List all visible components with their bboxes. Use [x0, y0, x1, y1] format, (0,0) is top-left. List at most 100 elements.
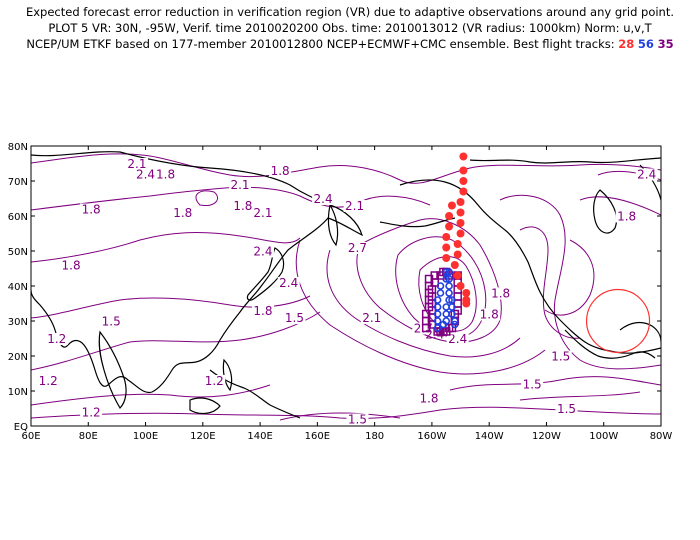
contour-label: 1.2 [47, 332, 66, 346]
track-56-point [445, 282, 453, 290]
contour-label-bg [418, 392, 441, 405]
lat-label: 20N [8, 352, 28, 363]
contour-label: 1.8 [62, 259, 81, 273]
lat-label: 50N [8, 247, 28, 258]
contour-label: 1.8 [253, 304, 272, 318]
contour-label-bg [283, 312, 306, 324]
contour-line [31, 311, 321, 371]
contour-label: 2.4 [637, 168, 656, 182]
track-28-point [442, 233, 451, 241]
track-a-count: 28 [618, 37, 635, 51]
track-35-point [427, 320, 437, 329]
track-56-point [445, 275, 453, 283]
track-28-point [456, 208, 465, 217]
contour-label: 2.1 [253, 206, 272, 220]
lon-label: 140E [247, 431, 272, 442]
track-28-point [442, 243, 451, 252]
contour-label: 1.8 [271, 164, 290, 178]
track-56-point [436, 289, 445, 297]
track-56-point [433, 310, 442, 318]
contour-line [519, 226, 581, 339]
flight-track-56 [433, 268, 459, 332]
contour-label-bg [45, 333, 68, 345]
contour-label-bg [615, 210, 638, 223]
contour-label: 1.8 [617, 210, 636, 224]
header-line-1: Expected forecast error reduction in ver… [25, 5, 675, 19]
contour-label-bg [80, 203, 103, 216]
coastline-canada-north [469, 157, 661, 164]
lat-label: EQ [14, 422, 28, 433]
track-28-point [456, 198, 465, 206]
coastline-aleutians [379, 217, 456, 228]
track-28-point [453, 250, 462, 259]
track-56-point [442, 268, 451, 276]
track-56-point [436, 282, 445, 290]
contour-label: 1.8 [156, 168, 175, 182]
track-28-point [459, 166, 468, 175]
contour-label-bg [489, 287, 512, 300]
contour-label: 1.5 [285, 311, 304, 325]
track-56-point [451, 320, 459, 329]
lon-label: 100W [589, 431, 618, 442]
verification-region-circle [585, 288, 651, 354]
track-56-point [445, 296, 453, 304]
contour-line [519, 391, 641, 401]
map-content: 2.12.12.4 2.11.81.81.82.72.42.41.82.11.81… [31, 133, 661, 427]
contour-label: 2.4 [279, 276, 298, 290]
lon-label: 160W [417, 431, 446, 442]
contour-label-bg [125, 158, 148, 170]
contour-label-bg [269, 165, 292, 177]
contour-label: 1.8 [437, 133, 456, 147]
track-56-point [442, 275, 451, 283]
contour-label: 1.5 [348, 413, 367, 427]
contour-line [31, 384, 271, 406]
contour-label: 2.7 [348, 241, 367, 255]
track-28-point [453, 240, 462, 248]
coastline-greenland [639, 164, 661, 201]
track-b-count: 56 [637, 37, 654, 51]
track-28-point [459, 177, 468, 185]
coastline-asia [31, 151, 363, 394]
contour-label: 2.4 [314, 192, 333, 206]
track-28-point [442, 254, 451, 262]
lon-label: 180 [365, 431, 384, 442]
contour-label-bg [60, 259, 83, 272]
contour-label-bg [100, 315, 123, 328]
contour-line [544, 239, 595, 316]
contour-line [195, 190, 218, 207]
coastline-kamchatka [327, 203, 339, 247]
contour-label-bg [80, 406, 103, 419]
track-56-point [439, 320, 448, 329]
contour-label-bg [251, 305, 274, 317]
contour-label: 1.2 [39, 374, 58, 388]
track-28-point [456, 282, 465, 290]
contour-label-bg [549, 350, 572, 363]
coastline-gulf [619, 321, 661, 343]
contour-label-bg [346, 242, 369, 254]
contour-label-bg [37, 375, 60, 387]
coastlines [31, 151, 661, 419]
lat-label: 70N [8, 177, 28, 188]
contour-label-bg [521, 378, 544, 391]
contour-label-bg [360, 312, 383, 324]
contour-label-bg [478, 308, 501, 321]
track-28-point [453, 271, 462, 280]
contour-line [579, 196, 661, 216]
contour-label-bg [203, 375, 226, 387]
header-line-3-text: NCEP/UM ETKF based on 177-member 2010012… [26, 37, 615, 51]
track-28-point [445, 212, 454, 220]
track-56-point [445, 289, 453, 297]
contour-label-bg [635, 168, 658, 181]
contour-label: 1.8 [82, 203, 101, 217]
coastline-southeast-asia [209, 369, 301, 419]
contour-label: 2.4 [136, 168, 155, 182]
header-line-3: NCEP/UM ETKF based on 177-member 2010012… [0, 36, 700, 52]
coastline-india [98, 330, 127, 409]
track-c-count: 35 [657, 37, 674, 51]
contour-lines [31, 153, 661, 421]
header-line-2: PLOT 5 VR: 30N, -95W, Verif. time 201002… [48, 21, 652, 35]
contour-label-bg [251, 245, 274, 258]
contour-label-bg [134, 168, 157, 181]
contour-label: 1.8 [480, 308, 499, 322]
